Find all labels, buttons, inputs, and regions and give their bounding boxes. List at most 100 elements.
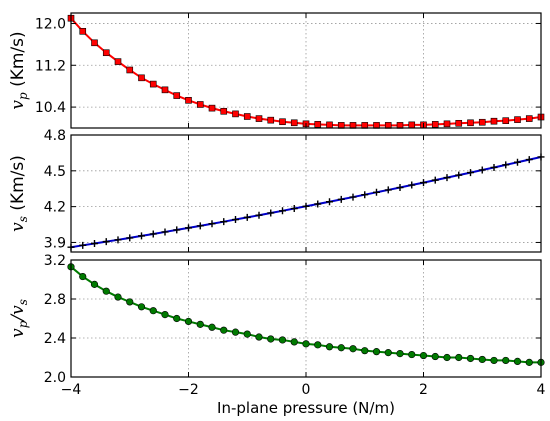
data-point <box>114 58 122 65</box>
data-point <box>102 49 110 57</box>
x-tick-label: 4 <box>537 382 546 398</box>
data-point <box>502 117 510 124</box>
data-point <box>102 238 110 246</box>
y-tick-label: 2.4 <box>44 331 66 347</box>
data-point <box>314 200 322 208</box>
data-point <box>478 118 486 126</box>
x-tick-label: 2 <box>419 382 428 398</box>
data-point <box>326 198 333 206</box>
data-point <box>337 195 345 203</box>
data-point <box>79 241 87 249</box>
y-tick-label: 2.8 <box>44 292 66 308</box>
data-point <box>478 166 486 174</box>
data-point <box>79 272 87 281</box>
y-tick-label: 3.2 <box>44 253 66 269</box>
data-point <box>302 202 310 210</box>
data-point <box>361 347 369 355</box>
data-point <box>196 222 204 230</box>
data-point <box>243 330 251 338</box>
data-point <box>91 240 98 248</box>
data-point <box>373 188 380 196</box>
data-point <box>431 176 439 184</box>
data-point <box>232 110 239 118</box>
data-point <box>361 191 369 199</box>
data-point <box>243 113 251 120</box>
data-point <box>290 338 298 346</box>
y-tick-label: 4.8 <box>44 128 66 144</box>
data-point <box>102 287 110 295</box>
data-point <box>220 107 228 115</box>
data-point <box>408 181 416 189</box>
data-point <box>161 86 169 94</box>
data-point <box>337 344 345 352</box>
data-point <box>231 328 240 336</box>
data-point <box>173 314 181 323</box>
x-tick-label: −4 <box>61 382 82 398</box>
data-point <box>514 116 521 123</box>
data-point <box>184 317 193 326</box>
y-tick-label: 4.2 <box>44 200 66 216</box>
data-point <box>267 116 275 124</box>
data-point <box>267 209 275 217</box>
data-point <box>396 184 404 192</box>
data-point <box>490 356 498 365</box>
data-point <box>126 66 134 74</box>
data-point <box>302 340 310 348</box>
data-point <box>514 158 521 166</box>
data-point <box>408 350 416 359</box>
x-axis-label: In-plane pressure (N/m) <box>217 399 395 417</box>
data-point <box>396 350 404 358</box>
data-point <box>255 211 263 219</box>
data-point <box>513 357 522 366</box>
data-point <box>90 280 99 288</box>
data-point <box>149 307 157 315</box>
data-point <box>372 348 381 356</box>
data-point <box>126 298 134 306</box>
data-point <box>196 101 204 108</box>
data-point <box>255 115 263 122</box>
data-point <box>502 161 510 169</box>
data-point <box>443 174 451 182</box>
data-point <box>243 213 251 221</box>
y-axis-label: vp (Km/s) <box>8 31 30 109</box>
y-tick-label: 11.2 <box>35 58 66 74</box>
data-point <box>232 216 239 224</box>
data-point <box>185 96 192 104</box>
data-point <box>220 326 228 334</box>
data-point <box>466 354 475 363</box>
y-tick-label: 4.5 <box>44 164 66 180</box>
data-point <box>208 220 216 228</box>
data-point <box>114 293 122 301</box>
y-tick-label: 10.4 <box>35 100 66 116</box>
data-point <box>279 118 286 126</box>
data-point <box>455 353 463 362</box>
data-point <box>420 179 427 187</box>
data-point <box>91 39 98 47</box>
data-point <box>279 207 286 215</box>
panel-3: 3.2 2.8 2.4 2.0−4 −2 0 2 4 vp/vs In-plane pressur… <box>8 253 546 417</box>
data-point <box>419 351 428 360</box>
y-tick-label: 3.9 <box>44 235 66 251</box>
data-point <box>502 356 510 365</box>
data-point <box>173 226 181 234</box>
data-point <box>525 358 533 366</box>
data-point <box>408 121 416 129</box>
data-point <box>478 355 486 364</box>
x-tick-label: −2 <box>178 382 199 398</box>
panel-2: 4.8 4.5 4.2 3.9 vs (Km/s) <box>8 128 545 253</box>
data-point <box>290 119 298 127</box>
data-point <box>126 234 134 242</box>
data-point <box>137 303 146 311</box>
data-point <box>443 353 451 362</box>
data-point <box>431 352 439 361</box>
data-point <box>443 120 451 128</box>
panel-1: 12.0 11.2 10.4 vp (Km/s) <box>8 12 545 129</box>
data-point <box>490 117 498 125</box>
y-tick-label: 12.0 <box>35 16 66 32</box>
data-point <box>290 205 298 213</box>
y-tick-label: 2.0 <box>44 370 66 386</box>
data-point <box>196 320 204 328</box>
y-axis-label: vp/vs <box>8 299 30 338</box>
y-axis-label: vs (Km/s) <box>8 155 30 232</box>
data-point <box>384 186 392 194</box>
